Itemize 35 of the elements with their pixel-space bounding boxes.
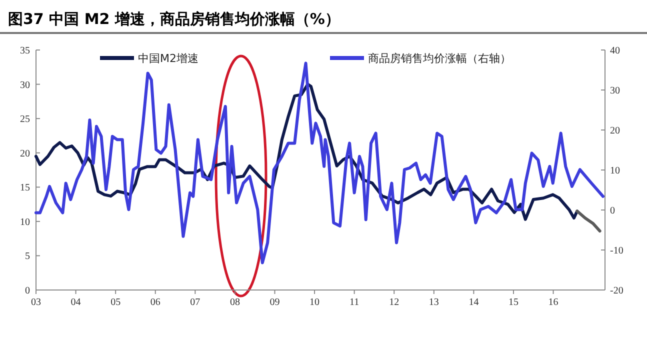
y-tick-label: 0 (25, 286, 30, 296)
x-tick-label: 10 (310, 297, 320, 308)
y2-tick-label: -20 (610, 286, 624, 296)
x-tick-label: 16 (548, 297, 558, 308)
x-tick-label: 05 (110, 297, 121, 308)
y-tick-label: 10 (20, 216, 30, 228)
y2-tick-label: 20 (610, 126, 620, 136)
y2-tick-label: 40 (610, 46, 620, 56)
x-tick-label: 11 (350, 297, 360, 308)
y-tick-label: 30 (20, 80, 30, 91)
y2-tick-label: 10 (610, 166, 620, 176)
y2-tick-label: 0 (610, 206, 615, 216)
y-tick-label: 25 (20, 114, 30, 126)
line-series (576, 210, 602, 233)
legend-item: 中国M2增速 (100, 52, 198, 65)
x-tick-label: 08 (230, 297, 240, 308)
x-tick-label: 14 (468, 297, 479, 308)
legend-label: 中国M2增速 (138, 52, 198, 65)
x-tick-label: 13 (428, 297, 439, 308)
legend-item: 商品房销售均价涨幅（右轴） (330, 52, 511, 65)
legend-label: 商品房销售均价涨幅（右轴） (368, 52, 511, 65)
x-tick-label: 12 (389, 297, 400, 308)
y2-tick-label: -10 (610, 246, 624, 256)
x-tick-label: 09 (270, 297, 280, 308)
y-tick-label: 15 (20, 182, 30, 194)
x-tick-label: 03 (31, 297, 41, 308)
y-tick-label: 5 (25, 251, 30, 262)
y2-tick-label: 30 (610, 86, 620, 96)
x-tick-label: 15 (508, 297, 518, 308)
y-tick-label: 35 (20, 46, 30, 56)
y-tick-label: 20 (20, 148, 30, 160)
x-tick-label: 06 (150, 297, 160, 308)
chart-title: 图37 中国 M2 增速，商品房销售均价涨幅（%） (8, 10, 340, 28)
x-tick-label: 07 (190, 297, 200, 308)
x-tick-label: 04 (70, 297, 81, 308)
